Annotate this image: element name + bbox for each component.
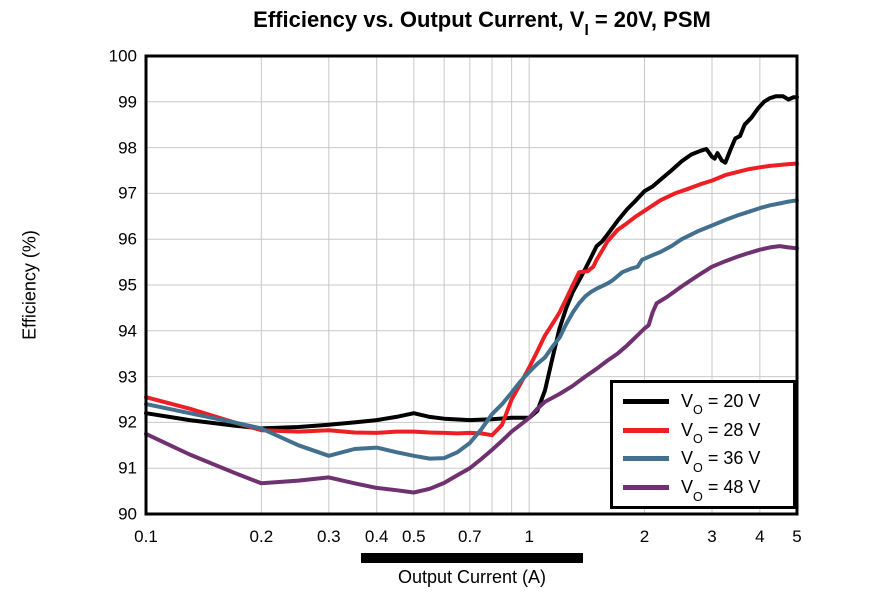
x-tick-label: 4 xyxy=(755,527,765,546)
x-tick-label: 3 xyxy=(707,527,717,546)
y-tick-label: 99 xyxy=(118,92,137,112)
legend-item-vo-20v: VO = 20 V xyxy=(623,388,793,418)
legend-swatch-vo-48v xyxy=(623,485,669,491)
legend-label-vo-48v: VO = 48 V xyxy=(681,477,761,504)
x-tick-label: 0.3 xyxy=(316,527,341,546)
chart-title-text: Efficiency vs. Output Current, V xyxy=(253,7,585,32)
legend-swatch-vo-36v xyxy=(623,456,669,462)
series-line-0 xyxy=(144,94,799,431)
y-tick-label: 97 xyxy=(118,183,137,203)
legend-box: VO = 20 V VO = 28 V VO = 36 V VO = 48 V xyxy=(610,380,796,509)
chart-title-text-suffix: = 20V, PSM xyxy=(588,7,711,32)
x-axis-highlight-bar xyxy=(361,553,583,563)
series-line-2 xyxy=(144,198,799,461)
x-tick-label: 1 xyxy=(524,527,534,546)
y-tick-label: 90 xyxy=(118,504,137,524)
legend-label-vo-20v: VO = 20 V xyxy=(681,390,761,418)
legend-label-vo-28v: VO = 28 V xyxy=(681,419,761,447)
x-tick-label: 0.2 xyxy=(249,527,274,546)
plot-frame xyxy=(144,54,799,516)
x-tick-label: 0.7 xyxy=(457,527,482,546)
legend-swatch-vo-28v xyxy=(623,427,669,433)
legend-item-vo-36v: VO = 36 V xyxy=(623,446,793,475)
series-line-1 xyxy=(144,161,799,438)
legend-swatch-vo-20v xyxy=(623,398,669,404)
y-tick-label: 98 xyxy=(118,138,137,158)
chart-title-subscript: I xyxy=(584,22,589,40)
x-tick-label: 0.4 xyxy=(364,527,389,546)
x-axis-title: Output Current (A) xyxy=(397,567,547,587)
legend-item-vo-48v: VO = 48 V xyxy=(623,475,793,504)
y-tick-label: 91 xyxy=(118,458,137,478)
x-tick-label: 2 xyxy=(639,527,650,546)
chart-title: Efficiency vs. Output Current, VI = 20V,… xyxy=(253,7,711,39)
y-tick-label: 92 xyxy=(118,412,137,432)
legend-label-vo-36v: VO = 36 V xyxy=(681,448,761,475)
x-tick-label: 5 xyxy=(792,527,802,546)
series-line-3 xyxy=(144,244,799,495)
y-tick-label: 100 xyxy=(108,46,137,66)
x-tick-label: 0.5 xyxy=(401,527,426,546)
y-tick-label: 94 xyxy=(118,321,137,341)
y-tick-label: 96 xyxy=(118,229,137,249)
y-tick-label: 95 xyxy=(118,275,137,295)
legend-item-vo-28v: VO = 28 V xyxy=(623,417,793,447)
x-tick-label: 0.1 xyxy=(134,527,158,546)
y-tick-label: 93 xyxy=(118,367,137,387)
